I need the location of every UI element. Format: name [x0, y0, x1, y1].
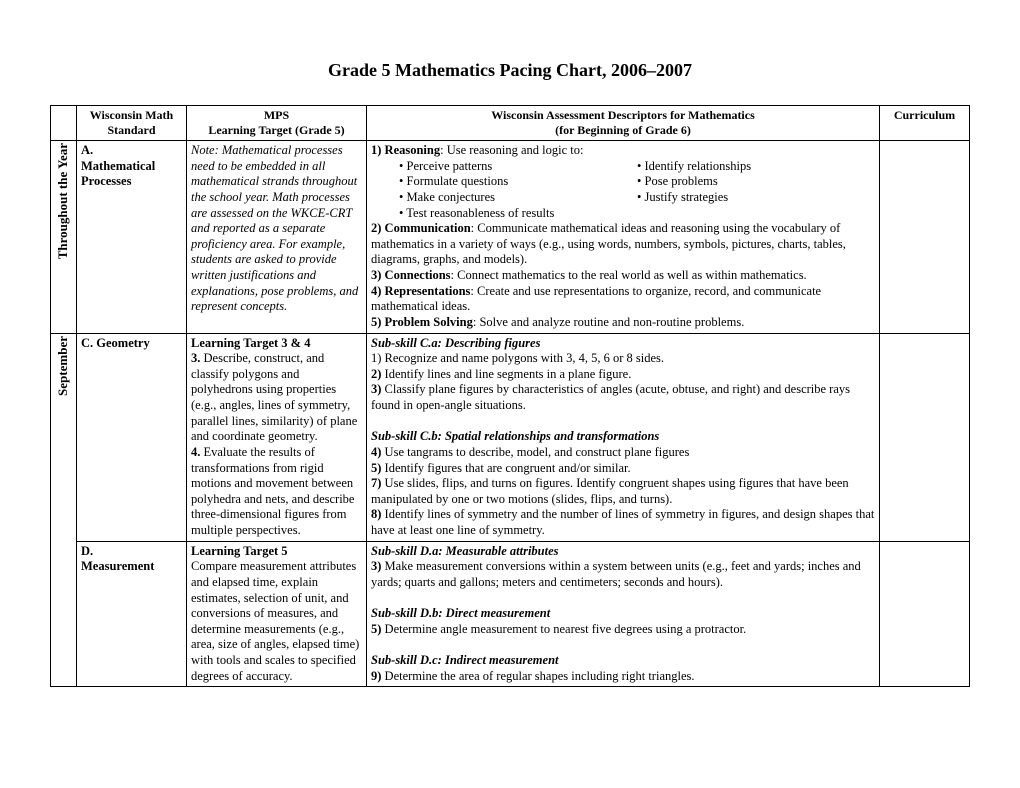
- desc-cell-a: 1) Reasoning: Use reasoning and logic to…: [367, 141, 880, 334]
- mps-cell-d: Learning Target 5 Compare measurement at…: [187, 541, 367, 687]
- standard-name-a: Mathematical Processes: [81, 159, 182, 190]
- desc-d-l9-lead: 9): [371, 669, 381, 683]
- desc-c-l5-lead: 5): [371, 461, 381, 475]
- standard-cell-c: C. Geometry: [77, 333, 187, 541]
- desc-d-l3: Make measurement conversions within a sy…: [371, 559, 861, 589]
- header-curr: Curriculum: [880, 106, 970, 141]
- desc-a-r5-lead: 5) Problem Solving: [371, 315, 473, 329]
- desc-a-r4-lead: 4) Representations: [371, 284, 470, 298]
- mps-c-t3-lead: 3.: [191, 351, 200, 365]
- header-period: [51, 106, 77, 141]
- standard-code-a: A.: [81, 143, 93, 157]
- mps-d-lt: Learning Target 5: [191, 544, 362, 560]
- mps-c-t4-lead: 4.: [191, 445, 200, 459]
- desc-a-b2a: • Formulate questions: [399, 174, 637, 190]
- desc-d-l9: Determine the area of regular shapes inc…: [381, 669, 694, 683]
- pacing-table: Wisconsin Math Standard MPS Learning Tar…: [50, 105, 970, 687]
- table-row: Throughout the Year A. Mathematical Proc…: [51, 141, 970, 334]
- header-standard-l2: Standard: [81, 123, 182, 138]
- desc-c-l4: Use tangrams to describe, model, and con…: [381, 445, 689, 459]
- desc-c-l8: Identify lines of symmetry and the numbe…: [371, 507, 874, 537]
- mps-note-a: Note: Mathematical processes need to be …: [191, 143, 362, 315]
- desc-d-sc: Sub-skill D.c: Indirect measurement: [371, 653, 875, 669]
- mps-c-lt: Learning Target 3 & 4: [191, 336, 362, 352]
- header-desc: Wisconsin Assessment Descriptors for Mat…: [367, 106, 880, 141]
- desc-cell-c: Sub-skill C.a: Describing figures 1) Rec…: [367, 333, 880, 541]
- desc-a-r1-lead: 1) Reasoning: [371, 143, 440, 157]
- desc-d-l5: Determine angle measurement to nearest f…: [381, 622, 746, 636]
- desc-c-l7-lead: 7): [371, 476, 381, 490]
- desc-a-b2b: • Pose problems: [637, 174, 875, 190]
- desc-c-sa: Sub-skill C.a: Describing figures: [371, 336, 875, 352]
- desc-a-b1b: • Identify relationships: [637, 159, 875, 175]
- header-mps-l1: MPS: [191, 108, 362, 123]
- standard-code-c: C. Geometry: [81, 336, 182, 352]
- desc-a-b1a: • Perceive patterns: [399, 159, 637, 175]
- desc-c-l7: Use slides, flips, and turns on figures.…: [371, 476, 849, 506]
- curr-cell-a: [880, 141, 970, 334]
- desc-d-sb: Sub-skill D.b: Direct measurement: [371, 606, 875, 622]
- desc-a-r3-tail: : Connect mathematics to the real world …: [451, 268, 807, 282]
- header-mps-l2: Learning Target (Grade 5): [191, 123, 362, 138]
- desc-c-l1: 1) Recognize and name polygons with 3, 4…: [371, 351, 875, 367]
- header-row: Wisconsin Math Standard MPS Learning Tar…: [51, 106, 970, 141]
- desc-c-sb: Sub-skill C.b: Spatial relationships and…: [371, 429, 875, 445]
- curr-cell-c: [880, 333, 970, 541]
- desc-d-l3-lead: 3): [371, 559, 381, 573]
- header-mps: MPS Learning Target (Grade 5): [187, 106, 367, 141]
- header-desc-l1: Wisconsin Assessment Descriptors for Mat…: [371, 108, 875, 123]
- desc-c-l2: Identify lines and line segments in a pl…: [381, 367, 631, 381]
- header-standard-l1: Wisconsin Math: [81, 108, 182, 123]
- desc-c-l3-lead: 3): [371, 382, 381, 396]
- desc-cell-d: Sub-skill D.a: Measurable attributes 3) …: [367, 541, 880, 687]
- page-title: Grade 5 Mathematics Pacing Chart, 2006–2…: [50, 60, 970, 81]
- desc-d-l5-lead: 5): [371, 622, 381, 636]
- header-desc-l2: (for Beginning of Grade 6): [371, 123, 875, 138]
- desc-c-l2-lead: 2): [371, 367, 381, 381]
- desc-a-r3-lead: 3) Connections: [371, 268, 451, 282]
- desc-a-r5-tail: : Solve and analyze routine and non-rout…: [473, 315, 744, 329]
- desc-a-r1-tail: : Use reasoning and logic to:: [440, 143, 583, 157]
- standard-cell-d: D. Measurement: [77, 541, 187, 687]
- table-row: September C. Geometry Learning Target 3 …: [51, 333, 970, 541]
- table-row: D. Measurement Learning Target 5 Compare…: [51, 541, 970, 687]
- desc-c-l4-lead: 4): [371, 445, 381, 459]
- desc-c-l3: Classify plane figures by characteristic…: [371, 382, 850, 412]
- desc-d-sa: Sub-skill D.a: Measurable attributes: [371, 544, 875, 560]
- mps-cell-c: Learning Target 3 & 4 3. Describe, const…: [187, 333, 367, 541]
- desc-c-l8-lead: 8): [371, 507, 381, 521]
- desc-a-b3b: • Justify strategies: [637, 190, 875, 206]
- desc-a-r2-lead: 2) Communication: [371, 221, 471, 235]
- standard-name-d: Measurement: [81, 559, 182, 575]
- mps-c-t4: Evaluate the results of transformations …: [191, 445, 354, 537]
- mps-c-t3: Describe, construct, and classify polygo…: [191, 351, 357, 443]
- desc-c-l5: Identify figures that are congruent and/…: [381, 461, 630, 475]
- header-standard: Wisconsin Math Standard: [77, 106, 187, 141]
- period-cell-year: Throughout the Year: [51, 141, 77, 334]
- curr-cell-d: [880, 541, 970, 687]
- standard-code-d: D.: [81, 544, 93, 558]
- period-label-year: Throughout the Year: [55, 143, 71, 259]
- period-label-sept: September: [55, 336, 71, 396]
- desc-a-b3a: • Make conjectures: [399, 190, 637, 206]
- mps-cell-a: Note: Mathematical processes need to be …: [187, 141, 367, 334]
- standard-cell-a: A. Mathematical Processes: [77, 141, 187, 334]
- desc-a-b4: • Test reasonableness of results: [399, 206, 875, 222]
- period-cell-sept: September: [51, 333, 77, 687]
- mps-d-body: Compare measurement attributes and elaps…: [191, 559, 362, 684]
